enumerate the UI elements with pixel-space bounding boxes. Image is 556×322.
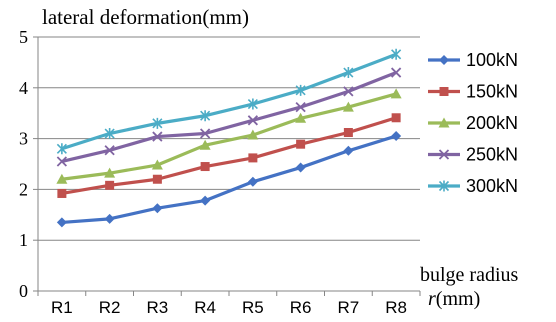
legend-item: 300kN bbox=[428, 176, 518, 196]
data-point bbox=[199, 139, 211, 150]
data-point bbox=[152, 117, 163, 129]
data-point bbox=[199, 128, 211, 139]
legend-marker bbox=[438, 149, 450, 160]
data-point bbox=[295, 112, 307, 123]
x-axis-variable: r bbox=[428, 288, 436, 310]
data-point bbox=[343, 86, 354, 97]
y-tick-label: 3 bbox=[19, 129, 28, 149]
chart-title: lateral deformation(mm) bbox=[42, 5, 249, 29]
y-tick-label: 0 bbox=[19, 281, 28, 301]
legend-marker bbox=[439, 87, 449, 96]
legend-item: 150kN bbox=[428, 82, 518, 102]
data-point bbox=[104, 213, 115, 224]
y-tick-label: 2 bbox=[19, 179, 28, 199]
data-point bbox=[247, 129, 259, 140]
data-point bbox=[56, 156, 68, 167]
data-point bbox=[152, 203, 163, 214]
legend-label: 100kN bbox=[466, 50, 518, 70]
data-point bbox=[295, 101, 306, 113]
series-line bbox=[61, 134, 397, 225]
x-axis-label-line1: bulge radius bbox=[420, 264, 519, 286]
data-point bbox=[57, 188, 67, 198]
data-point bbox=[342, 101, 354, 112]
data-point bbox=[391, 113, 401, 123]
x-tick-label: R2 bbox=[99, 298, 121, 317]
series-100kN bbox=[56, 131, 402, 228]
y-tick-label: 4 bbox=[19, 78, 28, 98]
data-point bbox=[247, 98, 258, 110]
data-point bbox=[56, 143, 67, 155]
data-point bbox=[56, 217, 67, 228]
data-point bbox=[390, 67, 402, 78]
x-axis-unit: (mm) bbox=[436, 288, 480, 310]
x-axis-label-line2: r(mm) bbox=[428, 288, 480, 310]
series-line bbox=[61, 116, 397, 196]
series-line bbox=[61, 92, 397, 181]
series-line bbox=[61, 52, 397, 151]
legend-label: 300kN bbox=[466, 176, 518, 196]
data-point bbox=[200, 195, 211, 206]
data-point bbox=[391, 131, 402, 142]
data-point bbox=[200, 110, 211, 122]
data-point bbox=[296, 139, 306, 149]
series-200kN bbox=[56, 88, 402, 184]
x-tick-label: R1 bbox=[51, 298, 73, 317]
legend-item: 100kN bbox=[428, 50, 518, 70]
data-point bbox=[152, 131, 163, 142]
series-line bbox=[61, 71, 397, 164]
data-point bbox=[343, 67, 354, 79]
data-point bbox=[152, 174, 162, 184]
x-tick-label: R8 bbox=[385, 298, 407, 317]
series-lines bbox=[56, 48, 402, 228]
data-point bbox=[104, 128, 115, 140]
x-tick-label: R5 bbox=[242, 298, 264, 317]
x-tick-label: R6 bbox=[290, 298, 312, 317]
x-tick-label: R3 bbox=[147, 298, 169, 317]
data-point bbox=[151, 159, 163, 170]
y-tick-label: 5 bbox=[19, 27, 28, 47]
series-250kN bbox=[56, 67, 402, 167]
data-point bbox=[295, 84, 306, 96]
legend-label: 200kN bbox=[466, 113, 518, 133]
data-point bbox=[104, 145, 115, 156]
legend: 100kN 150kN 200kN 250kN 300kN bbox=[428, 50, 518, 196]
legend-marker bbox=[438, 117, 450, 128]
data-point bbox=[390, 88, 402, 99]
axes bbox=[37, 37, 420, 292]
data-point bbox=[248, 153, 258, 163]
legend-label: 250kN bbox=[466, 145, 518, 165]
x-tick-label: R4 bbox=[194, 298, 216, 317]
series-150kN bbox=[57, 113, 401, 198]
data-point bbox=[343, 145, 354, 156]
data-point bbox=[105, 180, 115, 190]
data-point bbox=[247, 176, 258, 187]
data-point bbox=[391, 48, 402, 60]
data-point bbox=[247, 115, 259, 126]
y-tick-labels: 0 1 2 3 4 5 bbox=[19, 27, 38, 301]
data-point bbox=[104, 167, 116, 178]
x-tick-labels: R1 R2 R3 R4 R5 R6 R7 R8 bbox=[37, 291, 421, 317]
series-300kN bbox=[56, 48, 402, 155]
legend-item: 200kN bbox=[428, 113, 518, 133]
data-point bbox=[200, 162, 210, 172]
data-point bbox=[343, 128, 353, 138]
data-point bbox=[295, 162, 306, 173]
legend-label: 150kN bbox=[466, 82, 518, 102]
data-point bbox=[56, 173, 68, 184]
x-tick-label: R7 bbox=[338, 298, 360, 317]
legend-item: 250kN bbox=[428, 145, 518, 165]
legend-marker bbox=[438, 180, 450, 192]
y-tick-label: 1 bbox=[19, 230, 28, 250]
legend-marker bbox=[439, 55, 449, 65]
